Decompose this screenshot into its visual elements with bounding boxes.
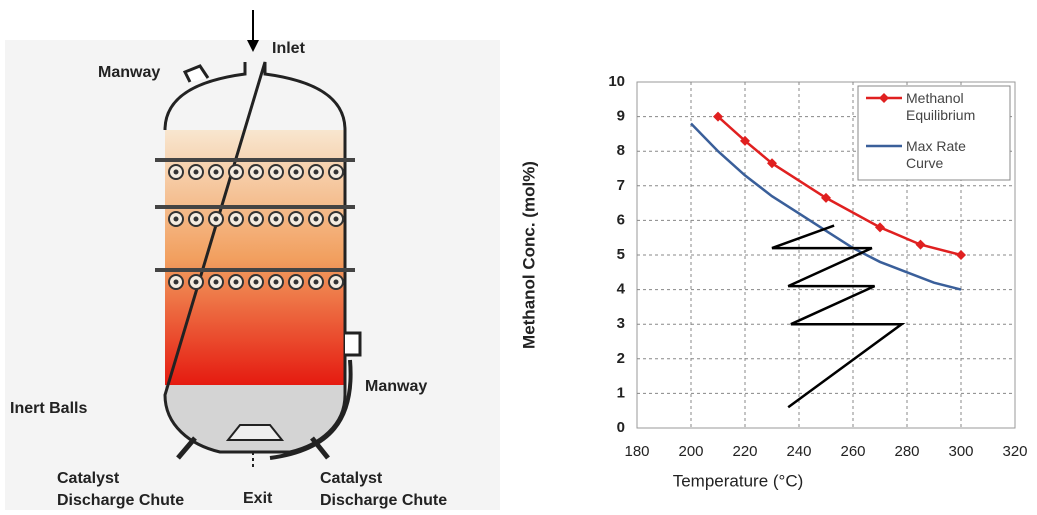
tray-nozzle-core: [314, 170, 319, 175]
page: Temperature (°C) Methanol Conc. (mol%) 1…: [0, 0, 1037, 515]
y-tick-label: 4: [617, 281, 626, 298]
tray-nozzle-core: [174, 280, 179, 285]
tray-nozzle-core: [314, 280, 319, 285]
label-inert-balls: Inert Balls: [10, 398, 87, 420]
y-tick-label: 8: [617, 142, 625, 159]
label-exit: Exit: [243, 488, 272, 510]
tray-nozzle-core: [174, 217, 179, 222]
x-tick-label: 220: [732, 443, 757, 460]
tray-nozzle-core: [234, 280, 239, 285]
tray-nozzle-core: [334, 170, 339, 175]
label-chute: Catalyst: [57, 468, 119, 490]
y-tick-label: 6: [617, 211, 625, 228]
y-tick-label: 7: [617, 177, 625, 194]
tray-nozzle-core: [314, 217, 319, 222]
tray-nozzle-core: [274, 217, 279, 222]
tray-nozzle-core: [294, 280, 299, 285]
tray-nozzle-core: [194, 280, 199, 285]
label-inlet: Inlet: [272, 38, 305, 60]
y-tick-label: 1: [617, 384, 625, 401]
tray-nozzle-core: [234, 170, 239, 175]
y-tick-label: 3: [617, 315, 625, 332]
x-tick-label: 260: [840, 443, 865, 460]
tray-nozzle-core: [254, 170, 259, 175]
legend-entry: Methanol Equilibrium: [906, 90, 986, 124]
x-tick-label: 320: [1002, 443, 1027, 460]
label-manway: Manway: [98, 62, 160, 84]
x-tick-label: 300: [948, 443, 973, 460]
y-axis-label: Methanol Conc. (mol%): [519, 161, 538, 349]
tray-nozzle-core: [194, 170, 199, 175]
tray-nozzle-core: [274, 170, 279, 175]
y-tick-label: 5: [617, 246, 625, 263]
x-tick-label: 240: [786, 443, 811, 460]
x-axis-label: Temperature (°C): [673, 471, 804, 490]
y-tick-label: 9: [617, 108, 625, 125]
legend-entry: Max Rate Curve: [906, 138, 986, 172]
tray-nozzle-core: [334, 280, 339, 285]
tray-nozzle-core: [294, 170, 299, 175]
tray-nozzle-core: [274, 280, 279, 285]
y-tick-label: 2: [617, 350, 625, 367]
tray-nozzle-core: [254, 217, 259, 222]
y-tick-label: 0: [617, 419, 625, 436]
tray-nozzle-core: [174, 170, 179, 175]
label-manway: Manway: [365, 376, 427, 398]
y-tick-label: 10: [608, 73, 625, 90]
tray-nozzle-core: [234, 217, 239, 222]
tray-nozzle-core: [194, 217, 199, 222]
tray-nozzle-core: [294, 217, 299, 222]
tray-nozzle-core: [254, 280, 259, 285]
manway-side: [345, 333, 360, 355]
x-tick-label: 200: [678, 443, 703, 460]
label-chute: Discharge Chute: [57, 490, 184, 512]
tray-nozzle-core: [334, 217, 339, 222]
tray-nozzle-core: [214, 280, 219, 285]
x-tick-label: 180: [624, 443, 649, 460]
tray-nozzle-core: [214, 170, 219, 175]
tray-nozzle-core: [214, 217, 219, 222]
label-chute: Catalyst: [320, 468, 382, 490]
label-chute: Discharge Chute: [320, 490, 447, 512]
x-tick-label: 280: [894, 443, 919, 460]
